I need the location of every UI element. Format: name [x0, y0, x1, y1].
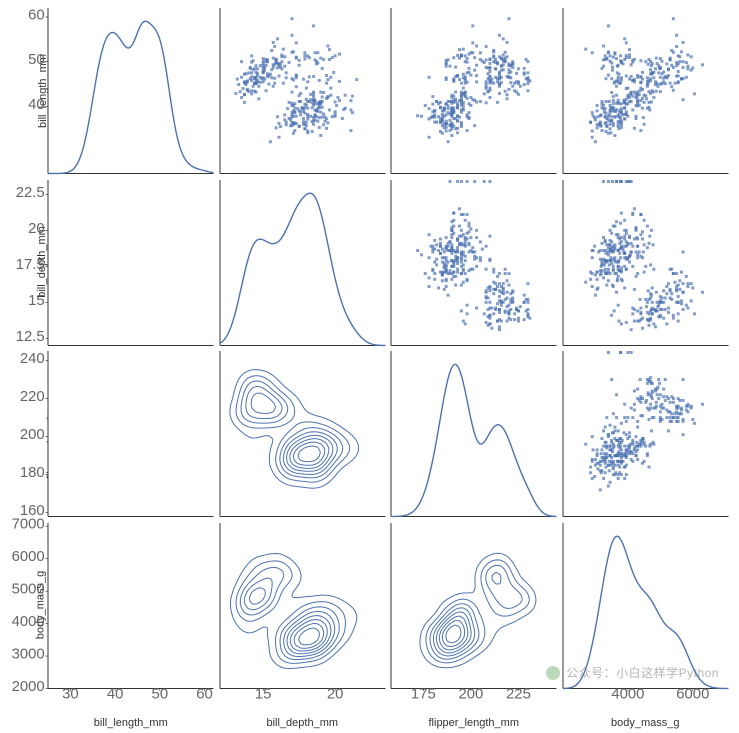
svg-text:60: 60: [28, 7, 45, 23]
svg-text:15: 15: [28, 292, 45, 308]
cell-2-0: 160180200220240: [48, 351, 214, 517]
svg-text:220: 220: [20, 389, 45, 405]
svg-text:180: 180: [20, 465, 45, 481]
svg-text:3000: 3000: [12, 646, 45, 662]
svg-text:50: 50: [28, 52, 45, 68]
cell-0-3: [563, 8, 729, 174]
svg-text:240: 240: [20, 351, 45, 367]
cell-2-3: [563, 351, 729, 517]
svg-text:2000: 2000: [12, 678, 45, 694]
cell-3-0: 20003000400050006000700030405060: [48, 523, 214, 689]
cell-1-3: [563, 180, 729, 346]
cell-2-2: [391, 351, 557, 517]
cell-1-1: [220, 180, 386, 346]
x-axis-labels: bill_length_mm bill_depth_mm flipper_len…: [48, 689, 728, 729]
svg-text:20: 20: [28, 220, 45, 236]
cell-1-2: [391, 180, 557, 346]
svg-text:4000: 4000: [12, 614, 45, 630]
cell-2-1: [220, 351, 386, 517]
xlabel-2: flipper_length_mm: [429, 717, 520, 729]
cell-0-2: [391, 8, 557, 174]
cell-3-2: 175200225: [391, 523, 557, 689]
xlabel-0: bill_length_mm: [94, 717, 168, 729]
svg-text:7000: 7000: [12, 516, 45, 532]
svg-text:6000: 6000: [12, 549, 45, 565]
svg-text:5000: 5000: [12, 581, 45, 597]
cell-3-1: 1520: [220, 523, 386, 689]
xlabel-3: body_mass_g: [611, 717, 680, 729]
pairgrid: 40506012.51517.52022.5160180200220240200…: [48, 8, 728, 688]
xlabel-1: bill_depth_mm: [266, 717, 338, 729]
cell-0-0: 405060: [48, 8, 214, 174]
svg-text:200: 200: [20, 427, 45, 443]
cell-3-3: 40006000: [563, 523, 729, 689]
svg-text:40: 40: [28, 97, 45, 113]
svg-text:12.5: 12.5: [16, 328, 45, 344]
cell-0-1: [220, 8, 386, 174]
svg-text:17.5: 17.5: [16, 256, 45, 272]
cell-1-0: 12.51517.52022.5: [48, 180, 214, 346]
svg-text:22.5: 22.5: [16, 184, 45, 200]
